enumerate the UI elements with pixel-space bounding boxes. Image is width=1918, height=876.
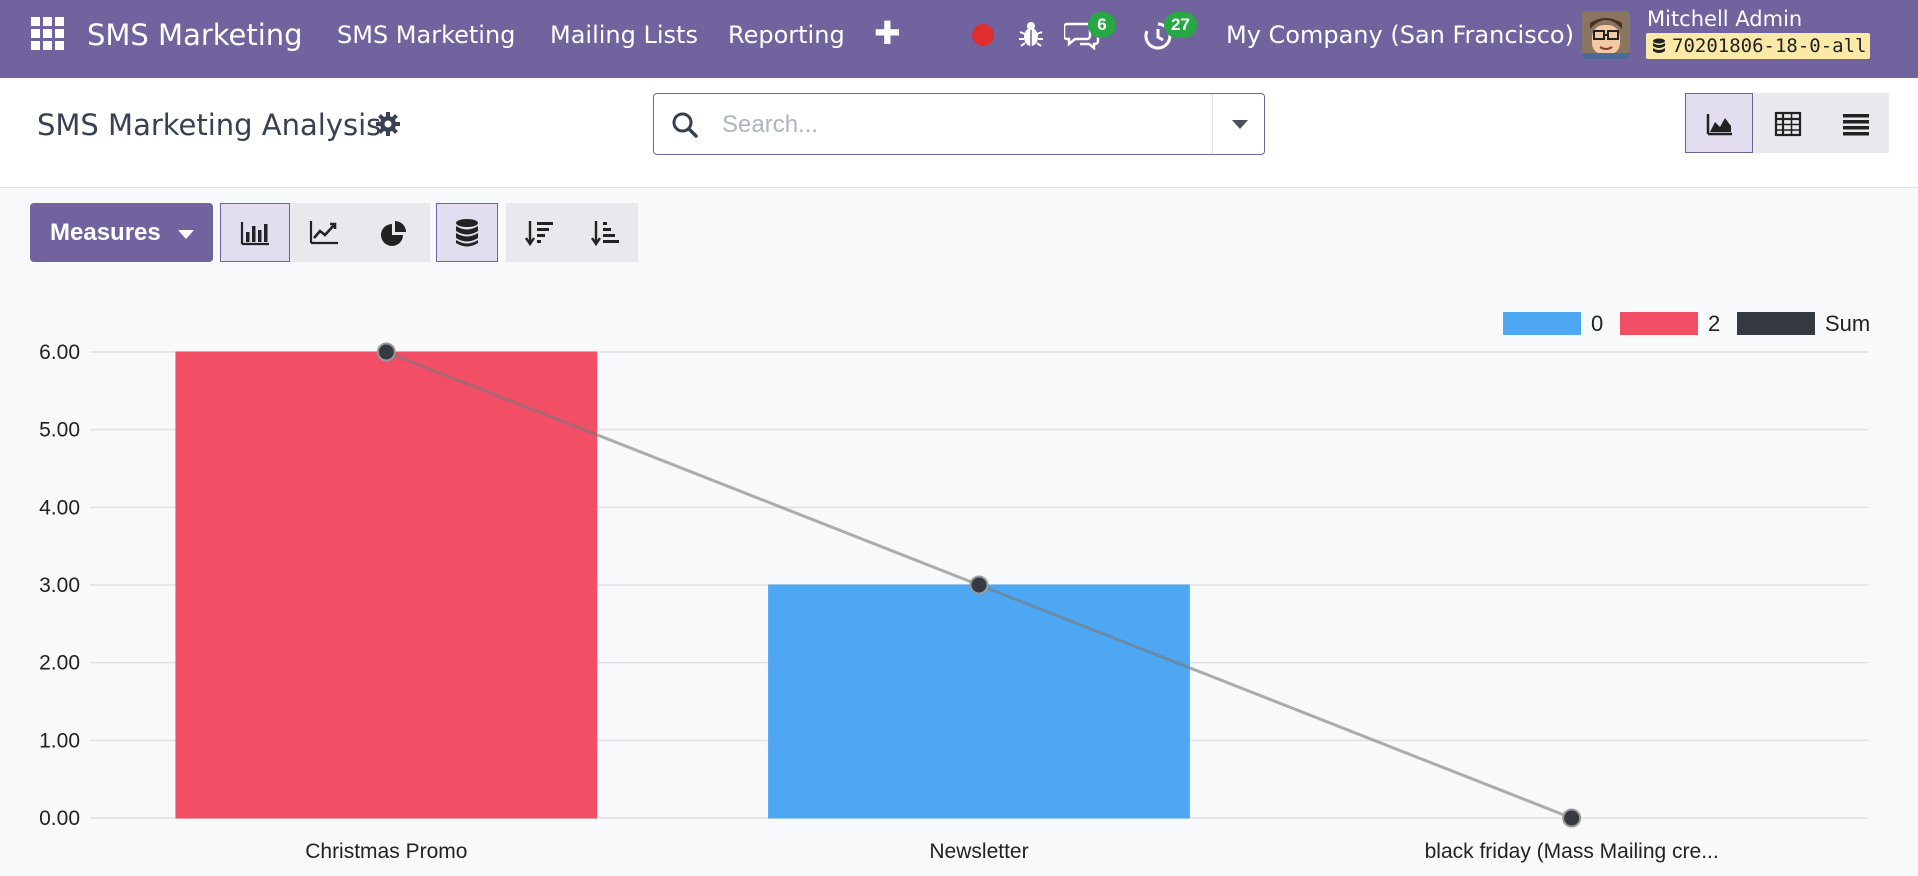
search-options-toggle[interactable]: [1213, 94, 1265, 154]
bug-icon[interactable]: [1018, 20, 1044, 48]
chart-sum-line: [376, 342, 1582, 828]
legend-label[interactable]: 0: [1591, 311, 1603, 336]
search-bar: [653, 93, 1265, 155]
database-icon: [1653, 38, 1665, 53]
y-tick-label: 5.00: [39, 419, 80, 442]
pivot-table-icon: [1774, 111, 1802, 137]
activities-badge: 27: [1164, 12, 1197, 38]
recording-icon[interactable]: [972, 24, 994, 46]
list-icon: [1843, 114, 1869, 136]
y-tick-label: 6.00: [39, 341, 80, 364]
bar-chart-button[interactable]: [220, 203, 290, 262]
gear-icon[interactable]: [376, 112, 400, 136]
legend-swatch-Sum[interactable]: [1737, 312, 1815, 335]
view-pivot-button[interactable]: [1753, 93, 1821, 153]
y-tick-label: 0.00: [39, 807, 80, 830]
search-input[interactable]: [720, 104, 1204, 146]
search-icon: [672, 112, 698, 138]
y-tick-label: 2.00: [39, 652, 80, 675]
sum-point-2[interactable]: [1562, 808, 1582, 828]
x-category-label: Newsletter: [929, 840, 1028, 863]
bar-chart-icon: [240, 222, 269, 246]
company-switcher[interactable]: My Company (San Francisco): [1226, 21, 1574, 49]
chart-legend: 0 2 Sum: [1503, 311, 1870, 336]
caret-down-icon: [178, 230, 194, 239]
database-name: 70201806-18-0-all: [1672, 35, 1867, 57]
sort-descending-button[interactable]: [506, 203, 572, 262]
search-divider: [1212, 94, 1213, 154]
measures-button[interactable]: Measures: [30, 203, 213, 262]
pie-chart-icon: [381, 221, 406, 246]
line-chart-icon: [309, 221, 338, 245]
pie-chart-button[interactable]: [360, 203, 430, 262]
app-brand[interactable]: SMS Marketing: [87, 18, 303, 52]
bar-2-0[interactable]: [175, 351, 598, 819]
sum-point-1[interactable]: [969, 575, 989, 595]
menu-sms-marketing[interactable]: SMS Marketing: [337, 21, 516, 49]
bar-chart: 0.00 1.00 2.00 3.00 4.00 5.00 6.00 Christmas P…: [39, 311, 1870, 863]
legend-label[interactable]: Sum: [1825, 311, 1870, 336]
top-navbar: SMS Marketing SMS Marketing Mailing List…: [0, 0, 1918, 78]
line-chart-button[interactable]: [290, 203, 360, 262]
plus-icon[interactable]: ✚: [874, 14, 901, 52]
legend-swatch-2[interactable]: [1620, 312, 1698, 335]
bar-0-1[interactable]: [768, 584, 1190, 819]
y-tick-label: 1.00: [39, 729, 80, 752]
legend-swatch-0[interactable]: [1503, 312, 1581, 335]
control-panel: SMS Marketing Analysis: [0, 78, 1918, 188]
sort-ascending-button[interactable]: [572, 203, 638, 262]
user-avatar[interactable]: [1582, 11, 1630, 59]
area-chart-icon: [1706, 114, 1732, 136]
sum-point-0[interactable]: [376, 342, 396, 362]
menu-reporting[interactable]: Reporting: [728, 21, 845, 49]
legend-label[interactable]: 2: [1708, 311, 1720, 336]
app-menu-icon[interactable]: [31, 17, 64, 50]
view-graph-button[interactable]: [1685, 93, 1753, 153]
sort-descending-icon: [525, 221, 553, 247]
chart-bars: Christmas Promo Newsletter black friday (M…: [175, 351, 1719, 863]
view-list-button[interactable]: [1821, 93, 1889, 153]
menu-mailing-lists[interactable]: Mailing Lists: [550, 21, 698, 49]
x-category-label: black friday (Mass Mailing cre...: [1425, 840, 1719, 863]
database-stack-icon: [456, 219, 478, 247]
y-tick-label: 4.00: [39, 496, 80, 519]
database-badge: 70201806-18-0-all: [1646, 33, 1871, 59]
messages-badge: 6: [1088, 12, 1116, 38]
x-category-label: Christmas Promo: [305, 840, 467, 863]
user-name[interactable]: Mitchell Admin: [1647, 7, 1803, 31]
stacked-toggle-button[interactable]: [436, 203, 498, 262]
page-title: SMS Marketing Analysis: [37, 108, 382, 142]
y-tick-label: 3.00: [39, 574, 80, 597]
sort-ascending-icon: [591, 221, 619, 247]
measures-label: Measures: [50, 219, 161, 246]
